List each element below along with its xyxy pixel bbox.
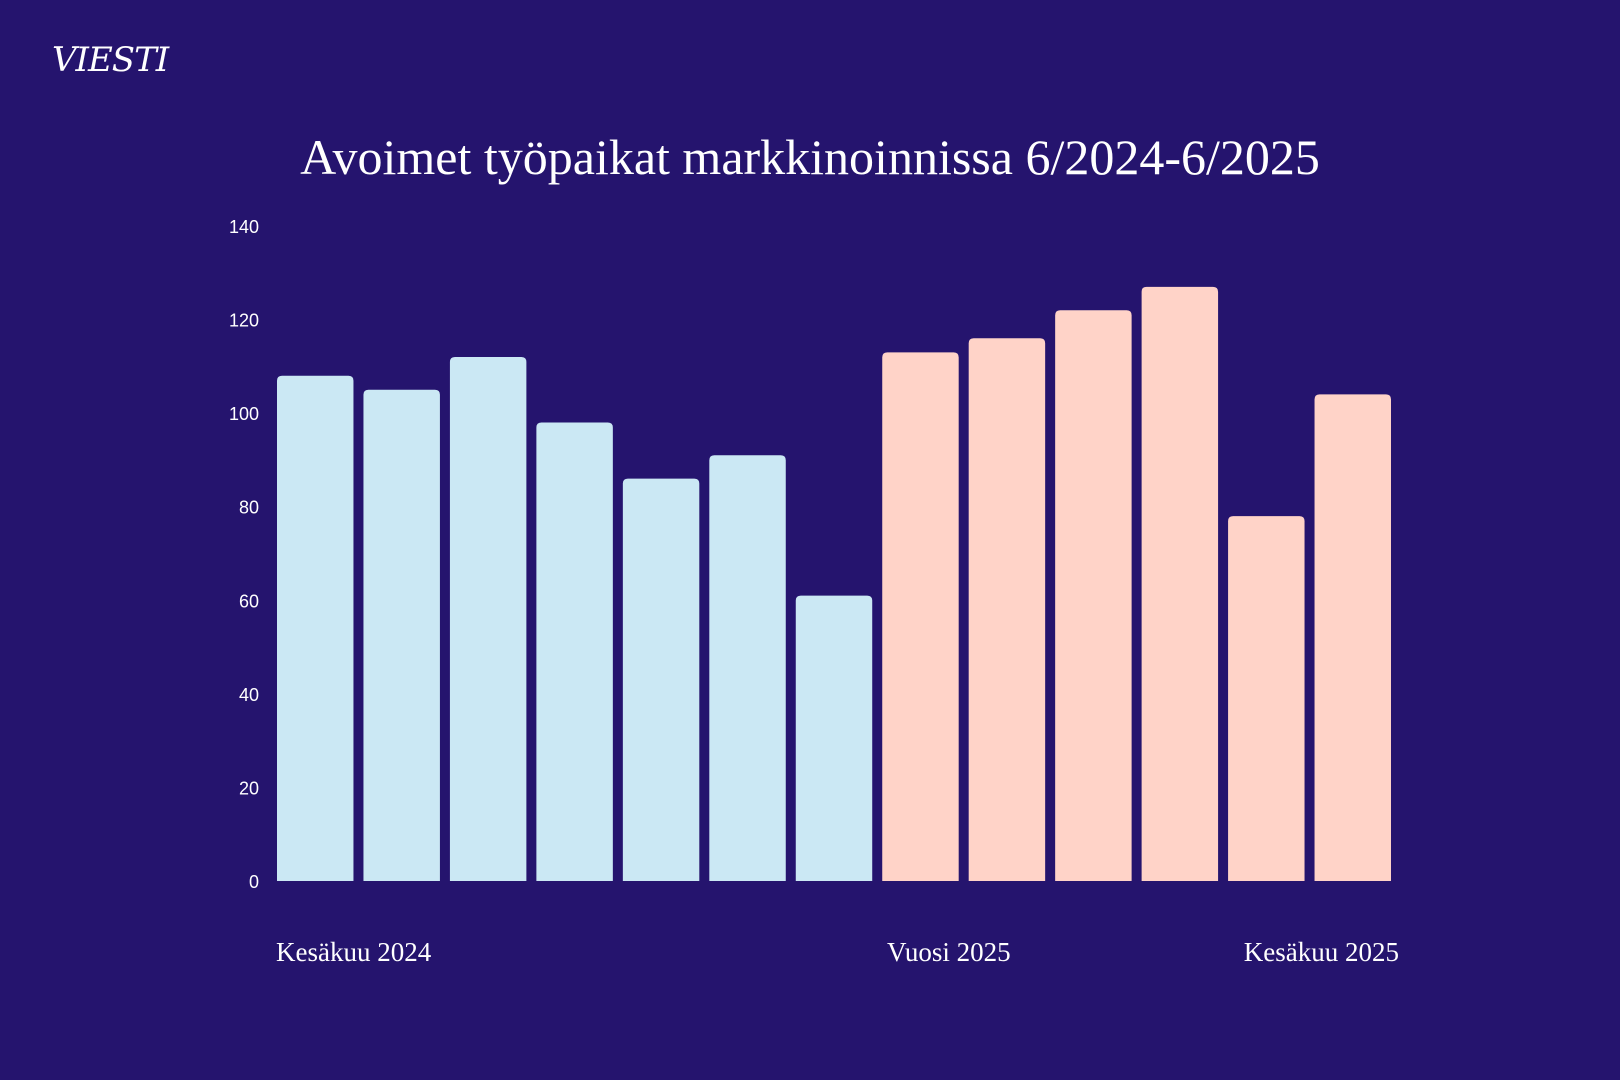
x-annotation-vuosi-2025: Vuosi 2025 — [887, 937, 1011, 967]
y-tick-label-20: 20 — [239, 778, 259, 798]
y-tick-label-100: 100 — [229, 404, 259, 424]
y-tick-label-40: 40 — [239, 685, 259, 705]
bar-11-2024 — [709, 455, 786, 881]
bar-6-2024 — [277, 375, 354, 881]
x-annotation-kesakuu-2024: Kesäkuu 2024 — [276, 937, 432, 967]
bar-4-2025 — [1141, 286, 1219, 882]
x-annotation-kesakuu-2025: Kesäkuu 2025 — [1243, 937, 1399, 967]
chart-title: Avoimet työpaikat markkinoinnissa 6/2024… — [300, 129, 1320, 185]
brand-logo: VIESTI — [52, 40, 169, 80]
bar-2-2025 — [968, 338, 1046, 881]
bar-1-2025 — [882, 352, 959, 882]
y-tick-label-140: 140 — [229, 217, 259, 237]
y-tick-label-120: 120 — [229, 311, 259, 331]
bar-10-2024 — [622, 478, 700, 881]
bar-8-2024 — [449, 357, 527, 881]
bar-7-2024 — [363, 389, 440, 881]
bar-12-2024 — [795, 595, 873, 881]
bar-6-2025 — [1314, 394, 1391, 881]
bar-5-2025 — [1228, 516, 1305, 881]
y-tick-label-80: 80 — [239, 498, 259, 518]
bars-group — [277, 286, 1391, 882]
bar-3-2025 — [1055, 310, 1132, 881]
y-tick-label-0: 0 — [249, 872, 259, 892]
bar-9-2024 — [536, 422, 613, 881]
y-tick-label-60: 60 — [239, 591, 259, 611]
y-axis: 0 20 40 60 80 100 120 140 — [229, 217, 259, 892]
